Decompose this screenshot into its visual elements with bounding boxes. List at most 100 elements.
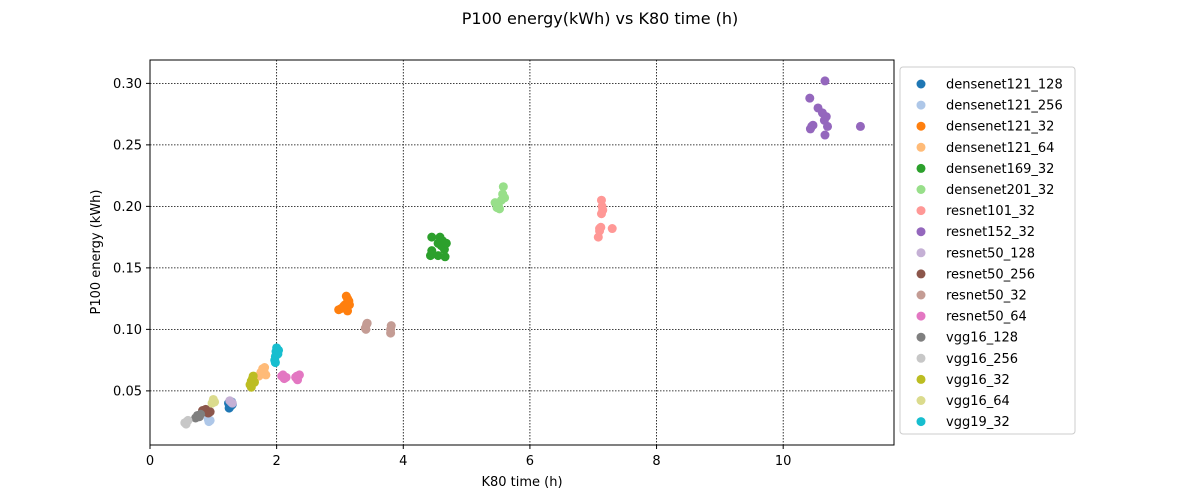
legend-marker <box>916 311 926 321</box>
y-tick-label: 0.30 <box>113 77 142 92</box>
legend-label: resnet50_64 <box>946 310 1027 325</box>
data-point <box>386 321 396 331</box>
data-point <box>203 414 213 424</box>
legend-item-densenet201_32: densenet201_32 <box>916 183 1054 198</box>
legend-marker <box>916 332 926 342</box>
legend-item-resnet50_256: resnet50_256 <box>916 267 1035 282</box>
data-point <box>607 224 617 234</box>
x-tick-label: 8 <box>652 454 660 469</box>
data-point <box>281 372 291 382</box>
series-vgg19_32 <box>270 343 284 368</box>
legend-item-densenet169_32: densenet169_32 <box>916 162 1054 177</box>
x-tick-label: 2 <box>272 454 280 469</box>
legend-marker <box>916 353 926 363</box>
data-point <box>292 371 302 381</box>
data-point <box>433 251 443 261</box>
series-resnet50_64 <box>277 370 304 385</box>
data-point <box>498 182 508 192</box>
plot-frame <box>149 59 895 446</box>
data-points <box>180 76 865 429</box>
data-point <box>495 204 505 214</box>
chart-title: P100 energy(kWh) vs K80 time (h) <box>462 9 739 28</box>
legend-item-resnet50_32: resnet50_32 <box>916 289 1027 304</box>
data-point <box>440 252 450 262</box>
y-tick-label: 0.20 <box>113 200 142 215</box>
data-point <box>270 358 280 368</box>
legend-marker <box>916 79 926 89</box>
legend-label: vgg16_64 <box>946 394 1010 409</box>
series-vgg16_256 <box>180 415 193 429</box>
legend-label: vgg16_128 <box>946 331 1018 346</box>
legend-label: densenet121_32 <box>946 120 1054 135</box>
data-point <box>821 112 831 122</box>
legend-item-vgg16_256: vgg16_256 <box>916 352 1018 367</box>
legend-box <box>899 66 1076 435</box>
legend-item-vgg16_128: vgg16_128 <box>916 331 1018 346</box>
legend-item-resnet101_32: resnet101_32 <box>916 204 1035 219</box>
legend-label: resnet50_128 <box>946 246 1035 261</box>
data-point <box>441 238 451 248</box>
y-tick-label: 0.15 <box>113 261 142 276</box>
legend-marker <box>916 142 926 152</box>
data-point <box>225 396 235 406</box>
legend-label: vgg19_32 <box>946 415 1010 430</box>
data-point <box>855 121 865 131</box>
data-point <box>196 409 206 419</box>
legend-label: densenet169_32 <box>946 162 1054 177</box>
series-resnet101_32 <box>593 195 617 242</box>
legend-label: resnet50_32 <box>946 289 1027 304</box>
legend-marker <box>916 248 926 258</box>
data-point <box>823 121 833 131</box>
legend-marker <box>916 206 926 216</box>
series-densenet201_32 <box>490 182 510 214</box>
data-point <box>805 93 815 103</box>
legend-item-resnet50_128: resnet50_128 <box>916 246 1035 261</box>
series-densenet121_32 <box>334 291 354 316</box>
legend-label: vgg16_32 <box>946 373 1010 388</box>
x-axis-ticks: 0 2 4 6 8 10 <box>146 445 792 469</box>
data-point <box>820 130 830 140</box>
series-resnet152_32 <box>805 76 865 140</box>
grid-lines <box>149 60 894 445</box>
series-resnet50_128 <box>225 396 237 408</box>
legend-label: densenet121_256 <box>946 99 1063 114</box>
series-densenet169_32 <box>426 232 451 262</box>
series-vgg16_64 <box>207 394 220 408</box>
legend-item-vgg16_64: vgg16_64 <box>916 394 1010 409</box>
legend-marker <box>916 227 926 237</box>
legend-label: densenet121_128 <box>946 78 1063 93</box>
legend-item-resnet50_64: resnet50_64 <box>916 310 1027 325</box>
data-point <box>427 246 437 256</box>
legend-item-resnet152_32: resnet152_32 <box>916 225 1035 240</box>
legend-marker <box>916 417 926 427</box>
series-densenet121_64 <box>254 363 271 381</box>
data-point <box>595 226 605 236</box>
legend-item-densenet121_64: densenet121_64 <box>916 141 1054 156</box>
legend-label: vgg16_256 <box>946 352 1018 367</box>
legend-label: resnet152_32 <box>946 225 1035 240</box>
y-axis-ticks: 0.05 0.10 0.15 0.20 0.25 0.30 <box>113 77 150 399</box>
legend-label: densenet121_64 <box>946 141 1054 156</box>
y-axis-label: P100 energy (kWh) <box>89 190 104 315</box>
legend-marker <box>916 163 926 173</box>
x-tick-label: 4 <box>399 454 407 469</box>
legend-label: densenet201_32 <box>946 183 1054 198</box>
series-resnet50_256 <box>198 404 215 418</box>
legend-item-densenet121_128: densenet121_128 <box>916 78 1063 93</box>
data-point <box>807 121 817 131</box>
legend-item-vgg19_32: vgg19_32 <box>916 415 1010 430</box>
data-point <box>598 205 608 215</box>
legend-marker <box>916 100 926 110</box>
data-point <box>500 193 510 203</box>
data-point <box>596 195 606 205</box>
legend-label: resnet50_256 <box>946 267 1035 282</box>
legend: densenet121_128 densenet121_256 densenet12… <box>899 66 1076 435</box>
legend-marker <box>916 269 926 279</box>
x-tick-label: 0 <box>146 454 154 469</box>
x-tick-label: 10 <box>775 454 792 469</box>
x-axis-label: K80 time (h) <box>481 475 562 490</box>
data-point <box>274 345 284 355</box>
legend-item-densenet121_256: densenet121_256 <box>916 99 1063 114</box>
series-vgg16_128 <box>191 409 206 423</box>
x-tick-label: 6 <box>526 454 534 469</box>
